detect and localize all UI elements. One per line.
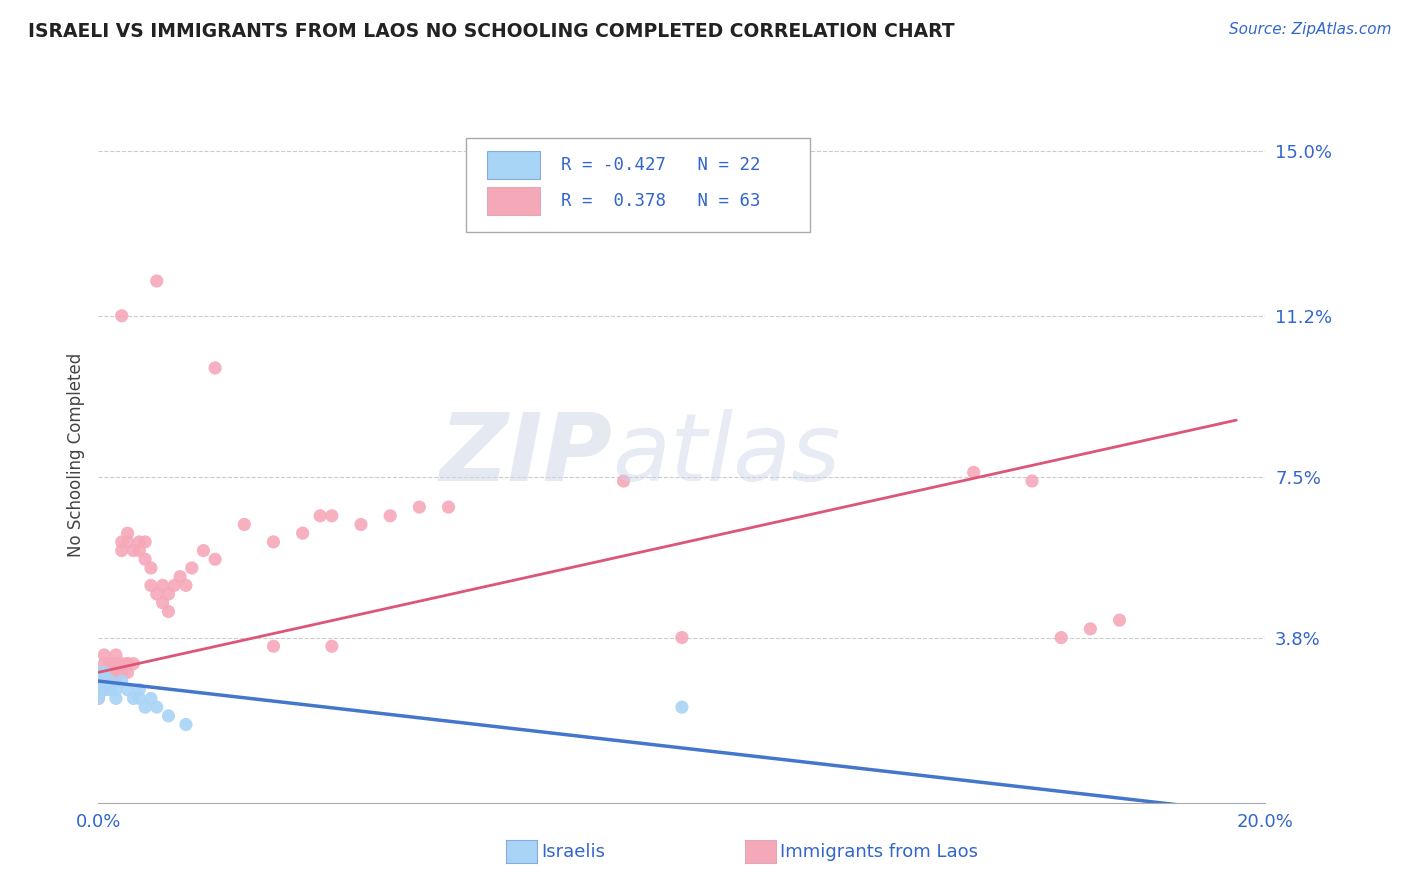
Point [146, 587, 169, 601]
Point [87, 691, 110, 706]
Point [104, 682, 127, 697]
Point [117, 657, 139, 671]
Point [321, 508, 343, 523]
Point [98, 657, 121, 671]
Point [152, 596, 174, 610]
Point [139, 578, 162, 592]
Point [98, 674, 121, 689]
Point [350, 517, 373, 532]
Bar [486, 187, 540, 215]
Point [134, 700, 156, 714]
Point [378, 508, 402, 523]
Point [122, 657, 145, 671]
Point [233, 517, 256, 532]
Point [93, 682, 115, 697]
Point [98, 674, 121, 689]
Point [111, 665, 134, 680]
Point [262, 639, 284, 653]
Point [134, 535, 156, 549]
Text: Source: ZipAtlas.com: Source: ZipAtlas.com [1229, 22, 1392, 37]
Point [193, 543, 215, 558]
Point [104, 665, 127, 680]
Text: ZIP: ZIP [439, 409, 612, 501]
Point [262, 535, 284, 549]
Point [1050, 631, 1073, 645]
Point [93, 648, 115, 662]
Point [128, 543, 150, 558]
Point [93, 665, 115, 680]
Point [111, 543, 134, 558]
Point [174, 717, 197, 731]
Point [87, 674, 110, 689]
Point [87, 682, 110, 697]
Text: Immigrants from Laos: Immigrants from Laos [780, 843, 979, 861]
Point [128, 691, 150, 706]
Point [117, 535, 139, 549]
Point [139, 561, 162, 575]
Point [169, 570, 191, 584]
Point [98, 682, 121, 697]
Point [87, 665, 110, 680]
Point [174, 578, 197, 592]
Point [117, 682, 139, 697]
Point [204, 552, 226, 566]
Point [128, 535, 150, 549]
Point [93, 682, 115, 697]
Bar [486, 151, 540, 178]
Point [157, 708, 180, 723]
Point [87, 665, 110, 680]
Point [111, 309, 134, 323]
Point [87, 674, 110, 689]
Point [408, 500, 430, 514]
Point [117, 526, 139, 541]
Point [122, 691, 145, 706]
Point [111, 535, 134, 549]
Point [117, 665, 139, 680]
Point [1080, 622, 1102, 636]
Point [146, 274, 169, 288]
Point [1021, 474, 1043, 488]
Point [146, 700, 169, 714]
Point [134, 552, 156, 566]
Point [98, 665, 121, 680]
Point [117, 657, 139, 671]
Point [671, 631, 693, 645]
Point [180, 561, 202, 575]
Point [291, 526, 314, 541]
Point [962, 466, 984, 480]
Point [104, 648, 127, 662]
Text: R = -0.427   N = 22: R = -0.427 N = 22 [561, 156, 761, 174]
Point [321, 639, 343, 653]
Point [104, 691, 127, 706]
Point [93, 665, 115, 680]
Point [309, 508, 332, 523]
Text: Israelis: Israelis [541, 843, 606, 861]
Point [157, 587, 180, 601]
Point [157, 605, 180, 619]
Point [93, 674, 115, 689]
Text: atlas: atlas [612, 409, 841, 500]
Point [111, 657, 134, 671]
Point [437, 500, 460, 514]
Point [122, 543, 145, 558]
Point [1108, 613, 1130, 627]
Point [87, 691, 110, 706]
Y-axis label: No Schooling Completed: No Schooling Completed [66, 353, 84, 557]
Point [111, 674, 134, 689]
Point [87, 682, 110, 697]
Text: ISRAELI VS IMMIGRANTS FROM LAOS NO SCHOOLING COMPLETED CORRELATION CHART: ISRAELI VS IMMIGRANTS FROM LAOS NO SCHOO… [28, 22, 955, 41]
Point [163, 578, 186, 592]
Point [104, 657, 127, 671]
Point [152, 578, 174, 592]
Point [204, 360, 226, 375]
Text: R =  0.378   N = 63: R = 0.378 N = 63 [561, 192, 761, 210]
Point [93, 674, 115, 689]
Point [139, 691, 162, 706]
Point [671, 700, 693, 714]
Point [128, 682, 150, 697]
Point [104, 674, 127, 689]
Point [93, 657, 115, 671]
Point [612, 474, 634, 488]
FancyBboxPatch shape [465, 138, 810, 232]
